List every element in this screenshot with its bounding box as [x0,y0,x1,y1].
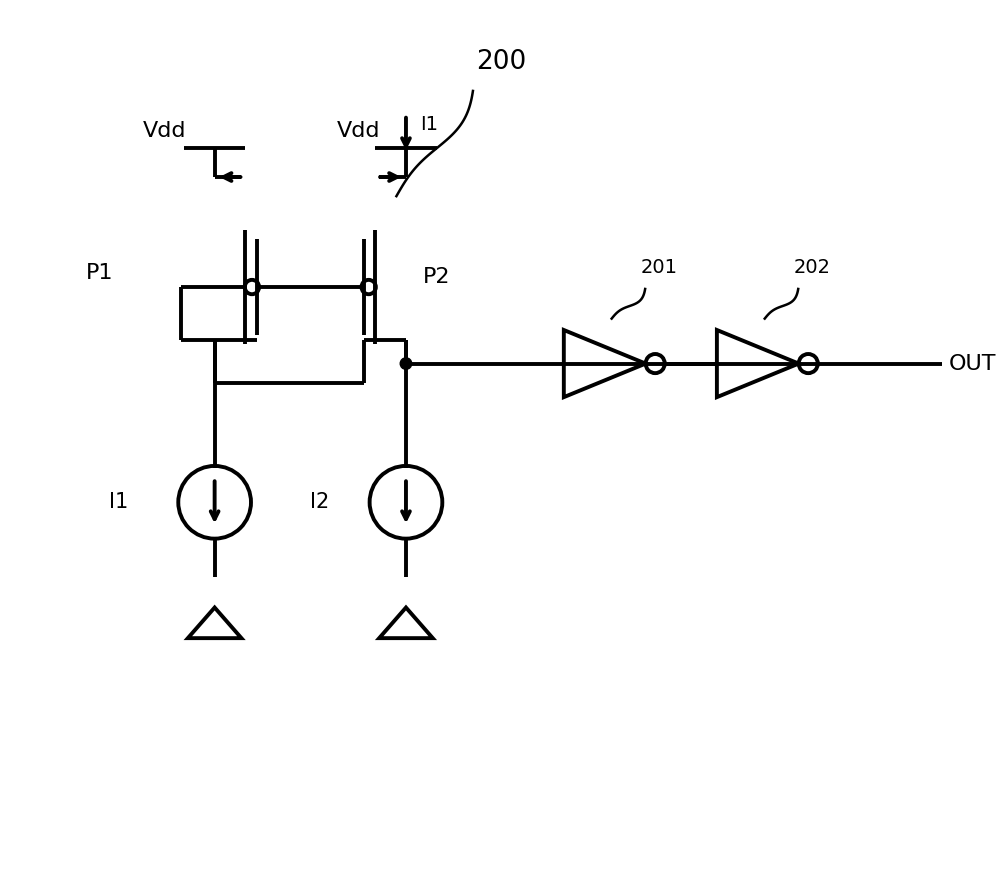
Text: I1: I1 [420,115,438,134]
Circle shape [400,358,412,369]
Text: OUT: OUT [948,354,996,373]
Text: P1: P1 [85,263,113,282]
Text: 201: 201 [641,258,678,277]
Text: Vdd: Vdd [337,120,381,141]
Text: P2: P2 [423,267,451,288]
Text: Vdd: Vdd [143,120,186,141]
Text: 202: 202 [794,258,831,277]
Text: I1: I1 [109,492,129,512]
Text: 200: 200 [477,50,527,75]
Text: I2: I2 [310,492,330,512]
